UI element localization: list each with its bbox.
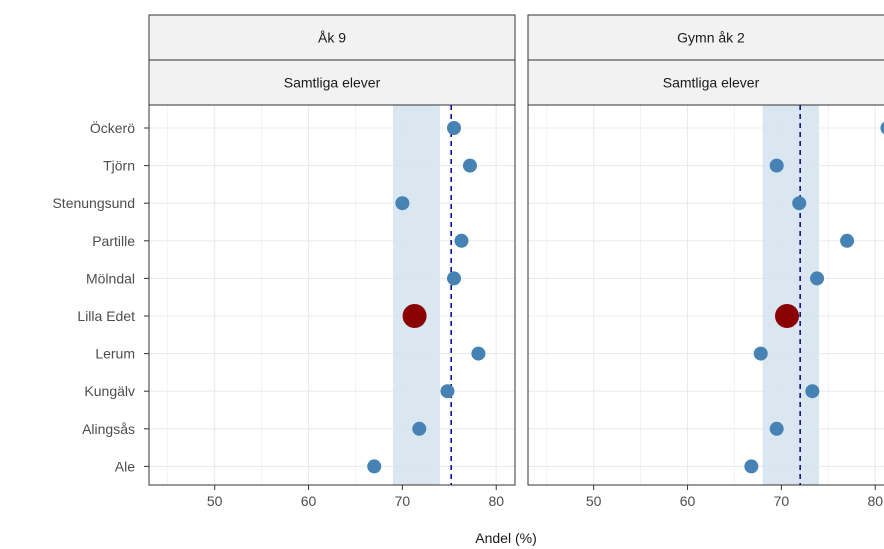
data-point <box>471 347 485 361</box>
x-tick-label: 70 <box>774 493 790 509</box>
x-tick-label: 80 <box>867 493 883 509</box>
panel-2: Gymn åk 2 Samtliga elever 50 60 70 80 <box>528 15 884 509</box>
data-point <box>447 271 461 285</box>
data-point <box>770 422 784 436</box>
x-tick-label: 50 <box>586 493 602 509</box>
data-point <box>770 159 784 173</box>
data-point <box>754 347 768 361</box>
y-tick-label: Lerum <box>95 346 135 362</box>
y-tick-label: Öckerö <box>90 119 135 136</box>
y-tick-label: Mölndal <box>86 270 135 286</box>
facet-strip-top-label: Åk 9 <box>318 30 346 46</box>
data-point <box>412 422 426 436</box>
facet-strip-top-label: Gymn åk 2 <box>677 30 745 46</box>
data-point <box>455 234 469 248</box>
highlight-point <box>775 304 799 328</box>
x-tick-label: 80 <box>488 493 504 509</box>
y-axis-labels: Öckerö Tjörn Stenungsund Partille Mölndal Lil… <box>52 119 149 474</box>
y-tick-label: Ale <box>115 458 135 474</box>
x-tick-label: 50 <box>207 493 223 509</box>
x-tick-label: 70 <box>395 493 411 509</box>
x-tick-label: 60 <box>680 493 696 509</box>
y-tick-label: Stenungsund <box>52 195 135 211</box>
y-tick-label: Tjörn <box>103 158 135 174</box>
data-point <box>805 384 819 398</box>
data-point <box>744 459 758 473</box>
facet-strip-sub-label: Samtliga elever <box>663 75 760 91</box>
y-tick-label: Partille <box>92 233 135 249</box>
plot-background <box>528 105 884 485</box>
highlight-point <box>403 304 427 328</box>
data-point <box>810 271 824 285</box>
panels: Åk 9 Samtliga elever 50 60 70 80 Gymn åk 2 Samt… <box>149 15 884 509</box>
data-point <box>367 459 381 473</box>
data-point <box>840 234 854 248</box>
y-tick-label: Alingsås <box>82 421 135 437</box>
data-point <box>792 196 806 210</box>
y-tick-label: Lilla Edet <box>77 308 135 324</box>
data-point <box>447 121 461 135</box>
x-axis-title: Andel (%) <box>475 530 536 546</box>
panel-1: Åk 9 Samtliga elever 50 60 70 80 <box>149 15 515 509</box>
data-point <box>395 196 409 210</box>
data-point <box>440 384 454 398</box>
x-tick-label: 60 <box>301 493 317 509</box>
data-point <box>463 159 477 173</box>
y-tick-label: Kungälv <box>84 383 135 399</box>
facet-strip-sub-label: Samtliga elever <box>284 75 381 91</box>
plot-background <box>149 105 515 485</box>
